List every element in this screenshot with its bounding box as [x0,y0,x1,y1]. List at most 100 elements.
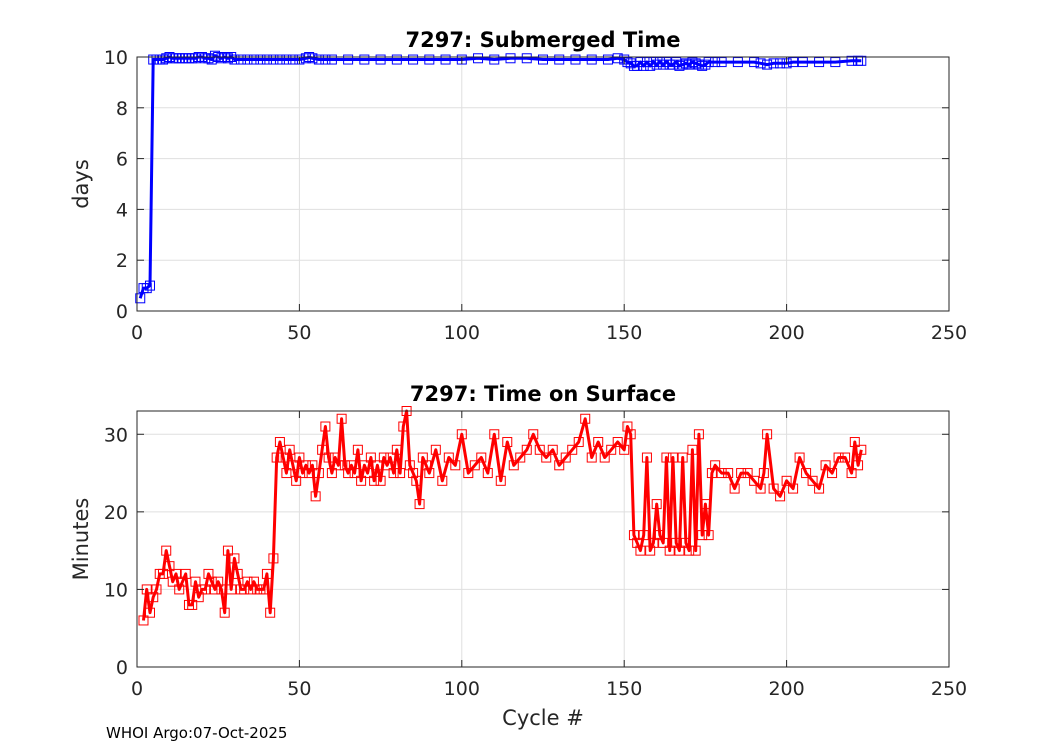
data-point [307,53,318,64]
x-tick-label: 200 [768,678,804,700]
data-point [365,452,376,463]
data-point [762,59,773,70]
data-point [742,468,753,479]
data-point [336,413,347,424]
data-point [632,537,643,548]
data-point [505,53,516,64]
data-point [606,444,617,455]
data-point [762,429,773,440]
data-point [284,444,295,455]
submerged-time-chart: 0 50 100 150 200 250 0 2 4 6 8 10 7297: Submerged Ti… [69,28,967,344]
data-point [151,584,162,595]
data-point [375,475,386,486]
data-point [690,545,701,556]
data-point [635,57,646,68]
data-point [278,452,289,463]
data-point [268,553,279,564]
data-point [541,452,552,463]
data-point [732,57,743,68]
data-point [424,468,435,479]
data-point [781,475,792,486]
data-point [271,452,282,463]
data-point [456,429,467,440]
data-point [680,537,691,548]
data-point [495,475,506,486]
data-point [216,53,227,64]
x-tick-label: 0 [131,678,143,700]
data-point [359,54,370,65]
data-point [658,59,669,70]
data-point [716,468,727,479]
data-point [170,568,181,579]
data-point [573,437,584,448]
data-point [671,57,682,68]
data-point [414,499,425,510]
data-point [326,54,337,65]
data-point [164,561,175,572]
y-tick-label: 0 [116,657,128,679]
data-point [635,545,646,556]
data-point [677,59,688,70]
x-tick-label: 150 [606,322,642,344]
data-point [440,54,451,65]
data-point [758,468,769,479]
data-point [521,444,532,455]
data-point [625,429,636,440]
data-point [554,54,565,65]
data-point [443,452,454,463]
data-point [190,53,201,64]
data-point [521,53,532,64]
data-point [450,460,461,471]
data-point [814,57,825,68]
data-point [628,530,639,541]
axes-frame [136,410,950,668]
data-point [729,483,740,494]
data-point [255,54,266,65]
data-point [203,53,214,64]
data-point [190,576,201,587]
data-point [671,537,682,548]
axes-frame [136,56,950,312]
data-point [706,468,717,479]
data-point [274,437,285,448]
data-point [723,468,734,479]
data-point [320,421,331,432]
data-point [749,475,760,486]
data-point [382,460,393,471]
data-point [206,576,217,587]
data-point [463,468,474,479]
data-point [245,584,256,595]
data-point [135,293,146,304]
data-point [687,57,698,68]
data-point [203,568,214,579]
data-point [313,468,324,479]
data-point [840,452,851,463]
data-point [586,452,597,463]
y-tick-label: 10 [104,579,128,601]
data-point [346,460,357,471]
data-point [690,58,701,69]
data-point [677,452,688,463]
data-point [622,421,633,432]
data-point [700,59,711,70]
data-point [437,475,448,486]
data-point [456,54,467,65]
data-point [167,576,178,587]
data-point [417,452,428,463]
data-point [157,568,168,579]
data-point [232,568,243,579]
data-point [216,584,227,595]
data-point [248,54,259,65]
data-point [807,475,818,486]
data-point [304,468,315,479]
data-point [294,452,305,463]
data-point [538,54,548,65]
data-point [157,54,168,65]
data-point [674,60,685,71]
data-point [421,460,432,471]
x-tick-label: 250 [931,678,967,700]
data-point [307,460,318,471]
data-point [187,599,198,610]
data-point [580,413,591,424]
